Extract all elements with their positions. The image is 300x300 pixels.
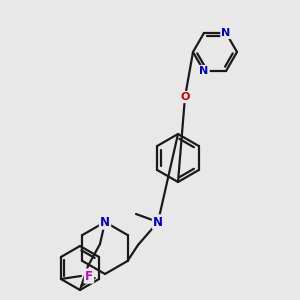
Text: F: F	[85, 269, 93, 283]
Text: O: O	[180, 92, 190, 102]
Text: N: N	[100, 215, 110, 229]
Text: N: N	[153, 215, 163, 229]
Text: N: N	[221, 28, 231, 38]
Text: N: N	[200, 66, 208, 76]
